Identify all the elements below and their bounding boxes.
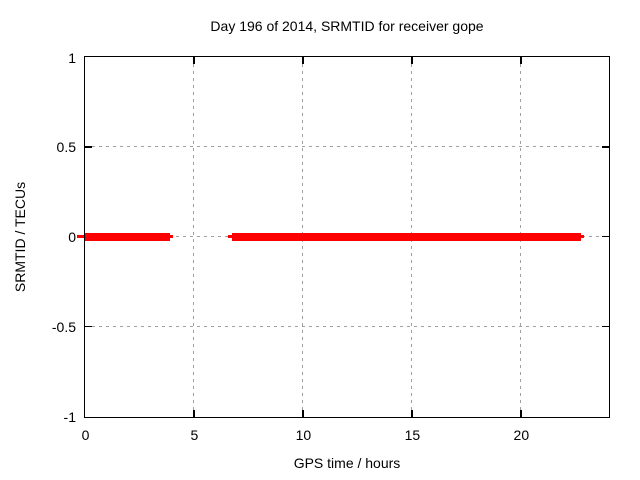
- x-axis-label: GPS time / hours: [293, 455, 401, 471]
- y-tick-mark-right: [602, 146, 609, 148]
- x-tick-mark-bottom: [520, 410, 522, 417]
- y-tick-label: 0.5: [56, 139, 76, 156]
- y-tick-mark-right: [602, 325, 609, 327]
- x-tick-mark-top: [411, 57, 413, 64]
- x-tick-label: 15: [404, 427, 421, 443]
- y-axis-label: SRMTID / TECUs: [12, 181, 28, 293]
- x-tick-label: 5: [190, 427, 199, 443]
- chart-title: Day 196 of 2014, SRMTID for receiver gop…: [210, 18, 484, 34]
- series-segment-band: [231, 232, 582, 241]
- x-tick-mark-top: [520, 57, 522, 64]
- y-tick-label: -1: [63, 408, 76, 425]
- x-tick-mark-bottom: [193, 410, 195, 417]
- x-tick-mark-top: [302, 57, 304, 64]
- x-tick-label: 0: [81, 427, 90, 443]
- x-tick-mark-bottom: [302, 410, 304, 417]
- y-tick-label: -0.5: [51, 318, 76, 335]
- series-segment-band: [85, 232, 171, 241]
- gridline-vertical: [193, 57, 195, 417]
- series-zero-overhang-mark: [76, 235, 84, 238]
- gridline-horizontal: [85, 325, 609, 327]
- y-tick-mark-right: [602, 235, 609, 238]
- x-tick-label: 20: [513, 427, 530, 443]
- y-tick-label: 1: [68, 49, 76, 66]
- y-tick-mark-left: [85, 146, 92, 148]
- gridline-horizontal: [85, 146, 609, 148]
- x-tick-mark-bottom: [411, 410, 413, 417]
- plot-area: [76, 56, 610, 418]
- y-tick-label: 0: [68, 229, 76, 245]
- x-tick-label: 10: [295, 427, 312, 443]
- x-tick-mark-top: [193, 57, 195, 64]
- y-tick-mark-left: [85, 325, 92, 327]
